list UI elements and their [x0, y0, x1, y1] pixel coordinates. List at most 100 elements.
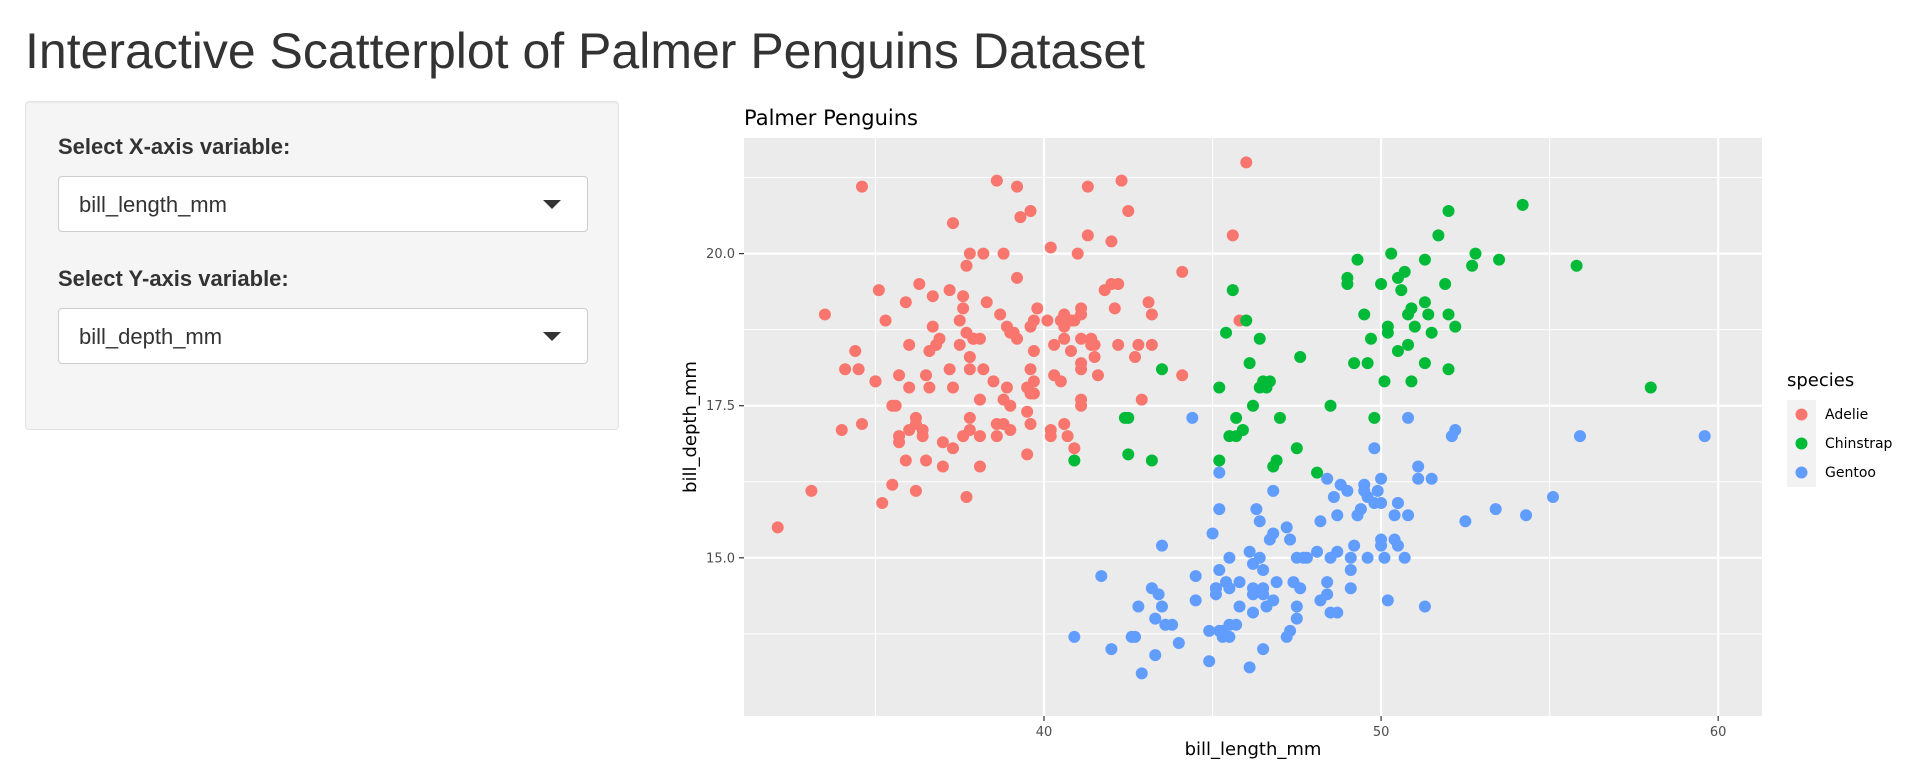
chart-title: Palmer Penguins	[744, 106, 918, 130]
data-point-adelie	[957, 302, 970, 315]
data-point-adelie	[1041, 314, 1054, 327]
data-point-gentoo	[1459, 515, 1472, 528]
data-point-adelie	[980, 296, 993, 309]
data-point-gentoo	[1344, 551, 1357, 564]
data-point-gentoo	[1155, 600, 1168, 613]
data-point-gentoo	[1257, 588, 1270, 601]
data-point-gentoo	[1186, 411, 1199, 424]
data-point-gentoo	[1290, 600, 1303, 613]
data-point-adelie	[1115, 174, 1128, 187]
data-point-chinstrap	[1155, 363, 1168, 376]
data-point-adelie	[1075, 363, 1088, 376]
y-tick-label: 15.0	[706, 551, 735, 566]
data-point-adelie	[855, 417, 868, 430]
x-tick-label: 40	[1036, 725, 1053, 740]
data-point-chinstrap	[1358, 308, 1371, 321]
data-point-adelie	[977, 363, 990, 376]
data-point-adelie	[1142, 296, 1155, 309]
x-axis-select-value: bill_length_mm	[79, 192, 227, 217]
data-point-gentoo	[1203, 655, 1216, 668]
data-point-gentoo	[1321, 472, 1334, 485]
data-point-chinstrap	[1220, 326, 1233, 339]
data-point-chinstrap	[1267, 460, 1280, 473]
y-tick-label: 17.5	[706, 399, 735, 414]
data-point-gentoo	[1354, 503, 1367, 516]
x-axis-label: bill_length_mm	[1185, 739, 1322, 760]
data-point-gentoo	[1334, 478, 1347, 491]
data-point-gentoo	[1489, 503, 1502, 516]
y-tick-label: 20.0	[706, 247, 735, 262]
data-point-gentoo	[1311, 545, 1324, 558]
data-point-adelie	[1027, 314, 1040, 327]
chevron-down-icon	[543, 200, 561, 209]
data-point-gentoo	[1189, 570, 1202, 583]
data-point-adelie	[920, 454, 933, 467]
data-point-adelie	[990, 417, 1003, 430]
data-point-adelie	[1027, 375, 1040, 388]
data-point-chinstrap	[1381, 326, 1394, 339]
data-point-chinstrap	[1395, 284, 1408, 297]
data-point-gentoo	[1391, 497, 1404, 510]
data-point-gentoo	[1105, 643, 1118, 656]
data-point-gentoo	[1209, 588, 1222, 601]
data-point-gentoo	[1331, 509, 1344, 522]
data-point-adelie	[1024, 363, 1037, 376]
data-point-adelie	[1088, 351, 1101, 364]
data-point-gentoo	[1149, 612, 1162, 625]
data-point-gentoo	[1213, 624, 1226, 637]
data-point-chinstrap	[1230, 411, 1243, 424]
data-point-chinstrap	[1324, 399, 1337, 412]
data-point-adelie	[1240, 156, 1253, 169]
data-point-adelie	[852, 363, 865, 376]
data-point-gentoo	[1547, 490, 1560, 503]
data-point-gentoo	[1290, 551, 1303, 564]
data-point-gentoo	[1149, 649, 1162, 662]
data-point-chinstrap	[1240, 314, 1253, 327]
data-point-gentoo	[1247, 588, 1259, 601]
data-point-adelie	[943, 363, 956, 376]
y-axis-select-label: Select Y-axis variable:	[58, 266, 289, 291]
data-point-gentoo	[1206, 527, 1219, 540]
data-point-adelie	[923, 381, 936, 394]
data-point-adelie	[899, 296, 912, 309]
data-point-chinstrap	[1213, 454, 1226, 467]
data-point-adelie	[926, 320, 939, 333]
data-point-adelie	[953, 314, 966, 327]
data-point-gentoo	[1129, 630, 1142, 643]
data-point-adelie	[1112, 278, 1125, 291]
data-point-adelie	[963, 363, 976, 376]
data-point-adelie	[1075, 302, 1088, 315]
data-point-adelie	[1075, 332, 1088, 345]
data-point-adelie	[1058, 308, 1071, 321]
data-point-adelie	[1135, 393, 1148, 406]
data-point-gentoo	[1213, 466, 1226, 479]
data-point-adelie	[1044, 241, 1057, 254]
data-point-adelie	[872, 284, 885, 297]
data-point-adelie	[876, 497, 889, 510]
data-point-chinstrap	[1311, 466, 1324, 479]
data-point-gentoo	[1418, 600, 1431, 613]
data-point-gentoo	[1381, 594, 1394, 607]
y-axis-select-value: bill_depth_mm	[79, 324, 223, 349]
y-axis-select[interactable]: bill_depth_mm	[58, 308, 588, 364]
data-point-adelie	[943, 284, 956, 297]
data-point-adelie	[1081, 229, 1094, 242]
sidebar-panel: Select X-axis variable: bill_length_mm S…	[25, 101, 619, 430]
data-point-adelie	[1108, 302, 1121, 315]
plot-panel	[744, 138, 1762, 716]
legend-marker-gentoo	[1795, 466, 1808, 479]
x-axis-select[interactable]: bill_length_mm	[58, 176, 588, 232]
data-point-adelie	[920, 369, 933, 382]
data-point-gentoo	[1412, 472, 1425, 485]
data-point-gentoo	[1321, 576, 1334, 589]
data-point-chinstrap	[1273, 411, 1286, 424]
data-point-chinstrap	[1516, 198, 1529, 211]
data-point-adelie	[849, 344, 862, 357]
data-point-gentoo	[1371, 484, 1384, 497]
x-tick-label: 60	[1710, 725, 1727, 740]
data-point-adelie	[879, 314, 892, 327]
data-point-adelie	[946, 381, 959, 394]
data-point-adelie	[1014, 211, 1027, 224]
data-point-chinstrap	[1425, 326, 1438, 339]
data-point-gentoo	[1230, 618, 1243, 631]
